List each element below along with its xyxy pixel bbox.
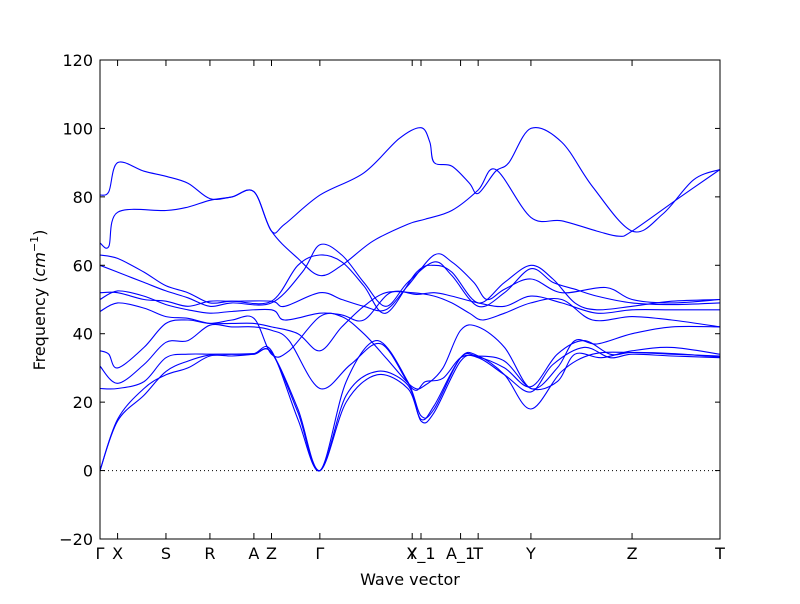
- y-axis-title: Frequency (cm−1): [28, 230, 49, 371]
- plot-frame: [99, 59, 721, 540]
- y-tick-label: 80: [73, 188, 93, 207]
- y-tick-label: 0: [83, 462, 93, 481]
- band-line-4: [99, 243, 721, 308]
- x-tick-label: R: [204, 544, 215, 563]
- x-axis-title: Wave vector: [360, 570, 460, 589]
- y-tick-label: 100: [62, 119, 93, 138]
- y-axis-title-close: ): [30, 230, 49, 236]
- band-line-6: [99, 290, 720, 322]
- y-axis-title-text: Frequency (: [30, 276, 49, 370]
- y-tick-label: 20: [73, 393, 93, 412]
- y-tick-label: 60: [73, 256, 93, 275]
- band-line-12: [99, 340, 721, 472]
- y-axis-title-unit: cm: [30, 252, 49, 276]
- x-tick-label: A: [248, 544, 259, 563]
- x-tick-label: Y: [406, 544, 417, 563]
- y-tick-label: −20: [59, 530, 93, 549]
- x-tick-label: Y: [525, 544, 536, 563]
- band-line-10: [99, 340, 721, 472]
- x-tick-label: A_1: [446, 544, 475, 564]
- y-tick-label: 120: [62, 51, 93, 70]
- x-tick-label: Z: [266, 544, 277, 563]
- x-tick-label: Z: [627, 544, 638, 563]
- y-axis-title-exponent: −1: [28, 236, 41, 252]
- x-tick-label: S: [161, 544, 171, 563]
- band-line-2: [99, 168, 721, 277]
- y-tick-label: 40: [73, 325, 93, 344]
- x-tick-label: X_1: [406, 544, 435, 564]
- band-line-3: [99, 254, 721, 314]
- band-line-5: [99, 253, 721, 312]
- band-line-9: [99, 323, 721, 391]
- x-tick-label: T: [714, 544, 725, 563]
- band-line-8: [99, 312, 721, 390]
- series-layer: [99, 127, 721, 472]
- band-line-11: [99, 346, 721, 472]
- x-tick-label: X: [112, 544, 123, 563]
- x-tick-label: Γ: [96, 544, 105, 563]
- x-tick-label: T: [472, 544, 483, 563]
- band-line-1: [99, 127, 721, 234]
- band-line-7: [99, 290, 721, 352]
- x-tick-label: Γ: [315, 544, 324, 563]
